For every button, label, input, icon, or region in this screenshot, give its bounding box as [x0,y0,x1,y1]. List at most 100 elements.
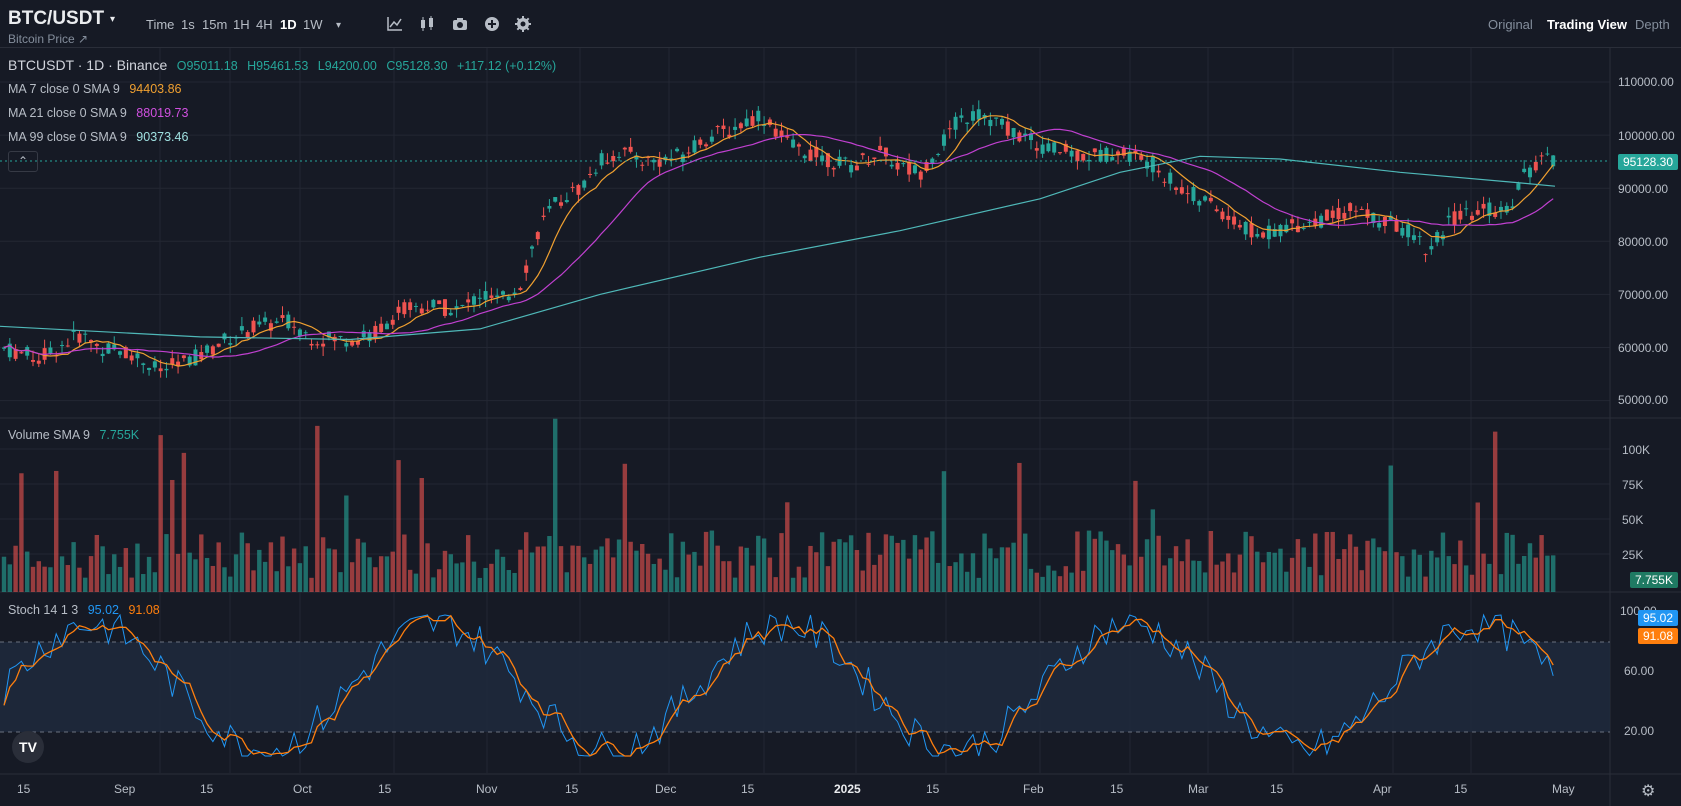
stoch-legend[interactable]: Stoch 14 1 3 95.02 91.08 [8,603,166,617]
candle-body [19,352,24,354]
ma21-line [3,128,1554,358]
tf-1h[interactable]: 1H [233,17,250,32]
time-axis-label: 15 [565,782,579,796]
more-timeframes-icon[interactable]: ▾ [336,20,342,31]
symbol-dropdown-icon[interactable]: ▾ [110,14,116,25]
candle-body [622,147,627,150]
candle-body [1255,234,1260,237]
ma21-label: MA 21 close 0 SMA 9 [8,106,127,120]
ma7-legend[interactable]: MA 7 close 0 SMA 9 94403.86 [8,82,187,96]
candle-body [1232,216,1237,225]
candle-body [292,326,297,328]
volume-bar [651,563,657,592]
price-axis-label: 90000.00 [1618,182,1669,196]
collapse-legend-button[interactable]: ⌃ [8,151,38,172]
volume-bar [164,534,169,592]
candle-body [419,308,424,314]
volume-bar [860,570,865,592]
volume-bar [222,567,227,592]
tradingview-logo[interactable]: TV [12,731,44,763]
volume-bar [611,557,616,592]
volume-axis-label: 75K [1622,478,1644,492]
candle-body [1133,150,1138,154]
volume-bar [802,577,807,592]
ma99-legend[interactable]: MA 99 close 0 SMA 9 90373.46 [8,130,194,144]
camera-icon[interactable] [450,14,470,34]
stoch-label: Stoch 14 1 3 [8,603,79,617]
candle-body [1458,210,1463,220]
tf-1w[interactable]: 1W [303,17,323,32]
volume-bar [970,553,976,592]
add-icon[interactable] [482,14,502,34]
volume-bar [419,478,424,592]
volume-bar [964,571,970,592]
volume-bar [1342,549,1347,592]
ma21-legend[interactable]: MA 21 close 0 SMA 9 88019.73 [8,106,194,120]
bitcoin-price-link[interactable]: Bitcoin Price ↗ [8,32,89,46]
candle-body [500,291,505,295]
candle-type-icon[interactable] [417,14,437,34]
ohlc-legend: BTCUSDT · 1D · Binance O95011.18 H95461.… [8,57,562,73]
volume-bar [1086,530,1092,592]
settings-icon[interactable] [513,14,533,34]
view-trading-view[interactable]: Trading View [1547,17,1627,32]
tf-4h[interactable]: 4H [256,17,273,32]
candle-body [941,134,946,146]
ma7-label: MA 7 close 0 SMA 9 [8,82,120,96]
volume-bar [1458,540,1463,592]
indicators-icon[interactable] [385,14,405,34]
candle-body [408,302,413,310]
candle-body [849,164,854,173]
candle-body [141,363,146,365]
candle-body [872,157,877,160]
candle-body [1150,155,1155,173]
tf-1d[interactable]: 1D [280,17,297,32]
volume-bar [1098,531,1103,592]
tf-15m[interactable]: 15m [202,17,228,32]
candle-body [599,153,604,166]
candle-body [611,155,616,162]
candle-body [1162,181,1167,183]
stoch-axis-label: 60.00 [1624,664,1655,678]
volume-bar [390,551,395,592]
candle-body [866,163,871,165]
candle-body [402,302,407,315]
candle-body [814,146,819,158]
tf-1s[interactable]: 1s [181,17,195,32]
candle-body [1475,210,1480,215]
volume-bar [378,556,384,592]
volume-bar [1475,502,1480,592]
candle-body [228,343,233,345]
volume-bar [599,546,604,592]
volume-bar [674,577,680,592]
candle-body [129,355,134,361]
candle-body [1034,148,1039,151]
axis-settings-icon[interactable]: ⚙ [1641,783,1656,800]
pair-label: BTCUSDT · 1D · Binance [8,57,168,73]
volume-bar [181,452,187,592]
volume-bar [425,543,430,592]
volume-bar [1214,564,1219,592]
volume-bar [1127,565,1132,592]
volume-bar [634,550,639,592]
price-axis-label: 110000.00 [1618,75,1674,89]
volume-bar [1533,557,1538,592]
candle-body [588,173,593,175]
volume-bar [982,533,987,592]
candle-body [640,164,645,166]
volume-bar [889,535,894,592]
volume-bar [953,562,958,592]
volume-legend[interactable]: Volume SMA 9 7.755K [8,428,145,442]
volume-bar [1168,558,1173,592]
tf-time[interactable]: Time [146,17,175,32]
volume-bar [199,534,204,592]
symbol-title[interactable]: BTC/USDT [8,8,105,29]
view-original[interactable]: Original [1488,17,1533,32]
candle-body [193,349,198,366]
candle-body [1092,148,1097,153]
volume-bar [930,531,935,592]
candle-body [646,156,651,158]
volume-bar [431,577,436,592]
view-depth[interactable]: Depth [1635,17,1670,32]
